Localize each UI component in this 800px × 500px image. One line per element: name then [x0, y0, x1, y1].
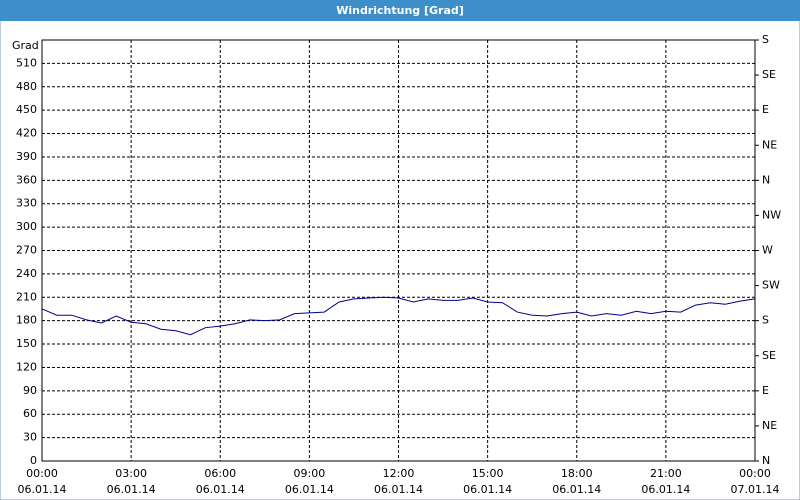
- y-tick-label: 330: [16, 197, 37, 210]
- x-tick-date: 06.01.14: [463, 483, 512, 496]
- y2-tick-label: W: [762, 244, 773, 257]
- x-tick-label: 18:00: [561, 467, 593, 480]
- y-tick-label: 60: [23, 407, 37, 420]
- y-tick-label: 90: [23, 384, 37, 397]
- y2-tick-label: S: [762, 33, 769, 46]
- x-tick-label: 21:00: [650, 467, 682, 480]
- y-tick-label: 510: [16, 56, 37, 69]
- y2-tick-label: NE: [762, 138, 777, 151]
- y2-tick-label: E: [762, 103, 769, 116]
- y-tick-label: 150: [16, 337, 37, 350]
- data-line: [41, 296, 756, 336]
- y-tick-label: 120: [16, 360, 37, 373]
- x-tick-date: 06.01.14: [552, 483, 601, 496]
- y2-tick-label: SE: [762, 349, 776, 362]
- x-tick-date: 06.01.14: [285, 483, 334, 496]
- y-tick-label: 270: [16, 244, 37, 257]
- x-tick-date: 07.01.14: [731, 483, 780, 496]
- y-tick-label: 360: [16, 173, 37, 186]
- x-tick-label: 06:00: [204, 467, 236, 480]
- y2-tick-label: NE: [762, 419, 777, 432]
- x-tick-label: 09:00: [294, 467, 326, 480]
- y-tick-label: 480: [16, 80, 37, 93]
- y-tick-label: 30: [23, 431, 37, 444]
- title-bar: Windrichtung [Grad]: [0, 0, 800, 21]
- x-tick-label: 00:00: [26, 467, 58, 480]
- x-tick-date: 06.01.14: [18, 483, 67, 496]
- y2-tick-label: NW: [762, 208, 781, 221]
- y-tick-label: 390: [16, 150, 37, 163]
- y2-tick-label: N: [762, 173, 770, 186]
- y2-tick-label: SE: [762, 68, 776, 81]
- y2-tick-label: N: [762, 454, 770, 467]
- y-tick-label: 450: [16, 103, 37, 116]
- plot-area: [41, 39, 756, 462]
- x-tick-label: 00:00: [739, 467, 771, 480]
- y2-tick-label: SW: [762, 279, 780, 292]
- y-tick-label: 300: [16, 220, 37, 233]
- x-tick-date: 06.01.14: [196, 483, 245, 496]
- y-axis-label: Grad: [12, 39, 39, 52]
- x-tick-label: 15:00: [472, 467, 504, 480]
- x-tick-date: 06.01.14: [107, 483, 156, 496]
- x-tick-date: 06.01.14: [374, 483, 423, 496]
- y-tick-label: 180: [16, 314, 37, 327]
- y-tick-label: 240: [16, 267, 37, 280]
- y-tick-label: 210: [16, 290, 37, 303]
- y2-tick-label: S: [762, 314, 769, 327]
- y2-tick-label: E: [762, 384, 769, 397]
- x-tick-label: 03:00: [115, 467, 147, 480]
- y-tick-label: 0: [30, 454, 37, 467]
- x-tick-label: 12:00: [383, 467, 415, 480]
- y-tick-label: 420: [16, 127, 37, 140]
- x-tick-date: 06.01.14: [641, 483, 690, 496]
